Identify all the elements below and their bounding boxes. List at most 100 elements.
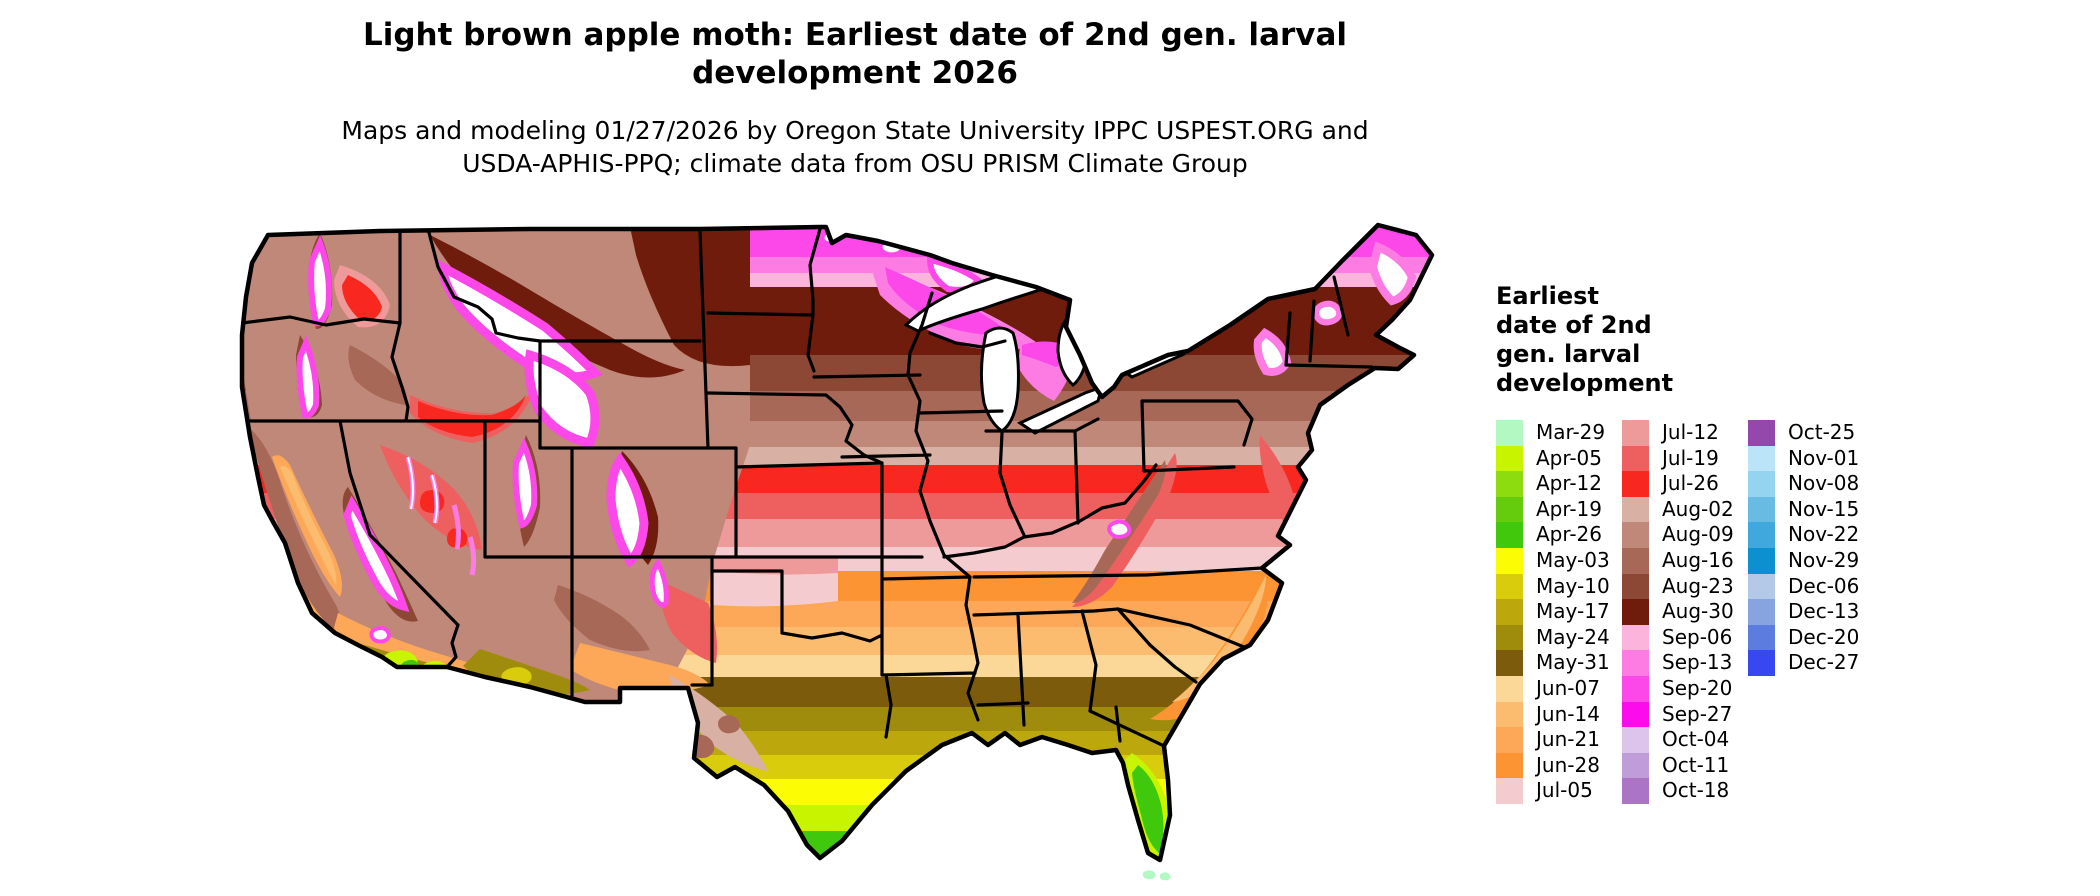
legend-item: Jul-26: [1622, 471, 1734, 497]
legend-label: Dec-27: [1788, 650, 1860, 675]
legend-label: Sep-27: [1662, 701, 1733, 726]
legend-swatch: [1622, 778, 1649, 804]
legend-label: Jul-05: [1536, 778, 1593, 803]
legend-item: Dec-06: [1748, 573, 1859, 600]
legend-columns: Mar-29 Apr-05 Apr-12 Apr-19 Apr-26 May-03 May-…: [1496, 420, 1916, 810]
legend-label: Jun-28: [1536, 752, 1600, 777]
legend-swatch: [1496, 547, 1523, 574]
legend-swatch: [1496, 420, 1523, 446]
legend-label: May-24: [1536, 624, 1610, 649]
legend-item: Nov-22: [1748, 522, 1859, 548]
legend-swatch: [1496, 445, 1523, 472]
nv-range-sliver-3: [451, 504, 461, 550]
legend-item: Oct-25: [1748, 420, 1859, 446]
legend-swatch: [1496, 599, 1523, 625]
legend-item: Apr-26: [1496, 522, 1610, 548]
legend-swatch: [1622, 496, 1649, 523]
west-region: [242, 225, 838, 771]
legend-label: Oct-25: [1788, 420, 1856, 444]
legend-label: May-17: [1536, 599, 1610, 624]
legend-swatch: [1496, 701, 1523, 728]
legend-swatch: [1622, 624, 1649, 651]
snow-colorado: [606, 452, 649, 568]
legend-column-1: Mar-29 Apr-05 Apr-12 Apr-19 Apr-26 May-03 May-…: [1496, 420, 1610, 804]
legend-item: May-31: [1496, 650, 1610, 676]
legend-label: Nov-22: [1788, 522, 1860, 547]
page-subtitle: Maps and modeling 01/27/2026 by Oregon S…: [341, 116, 1369, 178]
band-May-10: [242, 755, 1432, 779]
legend-label: Aug-30: [1662, 599, 1734, 624]
snow-nm-sangre: [649, 558, 669, 608]
snow-wasatch: [512, 437, 538, 529]
legend-item: Oct-11: [1622, 752, 1734, 779]
legend-swatch: [1748, 522, 1775, 548]
legend-item: Nov-01: [1748, 445, 1860, 472]
legend-label: Nov-01: [1788, 445, 1860, 470]
region-florida-green: [1132, 765, 1164, 853]
region-eastern-nm: [659, 581, 717, 663]
snow-sierra: [343, 495, 410, 612]
legend-item: Oct-04: [1622, 727, 1734, 753]
snow-adirondacks: [1253, 327, 1292, 376]
legend-label: Oct-18: [1662, 778, 1730, 803]
legend-item: Nov-29: [1748, 547, 1859, 574]
legend-item: Jul-05: [1496, 778, 1610, 804]
legend-item: Aug-30: [1622, 599, 1734, 625]
legend-item: Jun-21: [1496, 727, 1610, 753]
legend-item: Apr-12: [1496, 471, 1610, 497]
snow-san-gabriel: [369, 626, 391, 644]
legend-item: May-17: [1496, 599, 1610, 625]
snow-yellowstone: [524, 349, 600, 449]
legend-label: Sep-06: [1662, 624, 1733, 649]
legend-swatch: [1496, 778, 1523, 804]
legend-swatch: [1622, 599, 1649, 625]
legend-label: Aug-23: [1662, 573, 1734, 598]
legend-label: May-31: [1536, 650, 1610, 675]
legend-item: Sep-20: [1622, 675, 1734, 702]
legend-label: Jul-26: [1662, 471, 1719, 496]
legend-item: Nov-08: [1748, 471, 1859, 497]
legend-swatch: [1622, 752, 1649, 779]
nv-range-sliver-4: [467, 536, 477, 576]
keys-dot-2: [1159, 872, 1171, 881]
legend-label: May-03: [1536, 547, 1610, 572]
legend-item: Aug-02: [1622, 496, 1734, 523]
snow-wa-cascades: [308, 235, 332, 327]
lake-michigan: [979, 326, 1020, 433]
legend-swatch: [1748, 445, 1775, 472]
legend-label: Sep-20: [1662, 675, 1733, 700]
legend-item: Nov-15: [1748, 496, 1860, 523]
legend-label: Nov-15: [1788, 496, 1860, 521]
legend-item: Sep-06: [1622, 624, 1734, 651]
legend-item: May-03: [1496, 547, 1610, 574]
legend-swatch: [1496, 752, 1523, 779]
legend-swatch: [1748, 547, 1775, 574]
legend: Earliest date of 2nd gen. larval develop…: [1496, 282, 1916, 810]
snow-or-cascades: [296, 335, 320, 419]
legend-label: May-10: [1536, 573, 1610, 598]
legend-item: Jul-19: [1622, 445, 1734, 472]
legend-swatch: [1622, 701, 1649, 728]
legend-label: Oct-11: [1662, 752, 1730, 777]
snow-maine: [1368, 241, 1417, 306]
region-blue-mountains: [348, 345, 407, 405]
legend-swatch: [1622, 727, 1649, 753]
legend-item: Jun-07: [1496, 675, 1610, 702]
legend-label: Dec-20: [1788, 624, 1860, 649]
legend-label: Aug-16: [1662, 547, 1734, 572]
legend-swatch: [1748, 496, 1775, 523]
florida-keys: [1142, 870, 1171, 881]
legend-swatch: [1496, 727, 1523, 753]
region-ca-coast-range: [248, 427, 341, 631]
snow-white-mountains: [1313, 300, 1343, 326]
region-davis-mtns-2: [718, 715, 740, 734]
legend-item: Apr-19: [1496, 496, 1610, 523]
legend-item: May-10: [1496, 573, 1610, 600]
nv-range-core-1: [407, 456, 414, 510]
legend-swatch: [1496, 675, 1523, 702]
band-May-24: [242, 707, 1432, 731]
legend-swatch: [1622, 650, 1649, 676]
legend-item: Aug-09: [1622, 522, 1734, 548]
legend-item: Dec-20: [1748, 624, 1860, 651]
legend-label: Dec-13: [1788, 599, 1860, 624]
